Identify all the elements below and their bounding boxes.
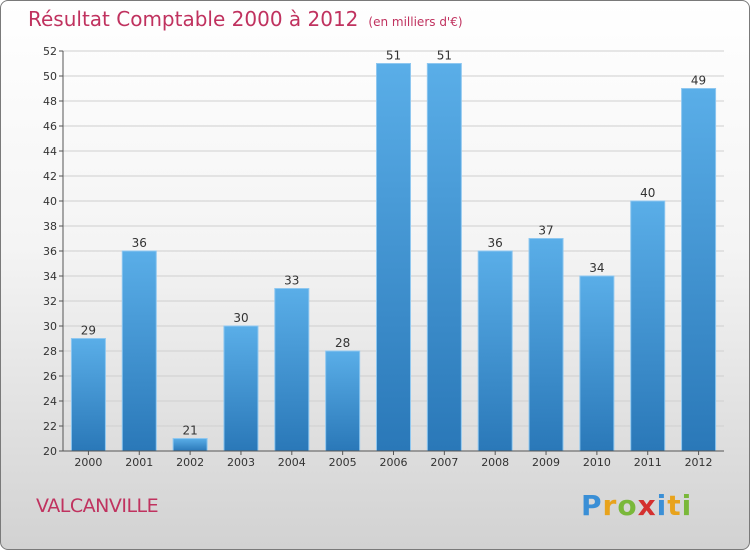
y-tick-label: 48 (43, 95, 57, 108)
y-tick-label: 52 (43, 45, 57, 58)
y-tick-label: 36 (43, 245, 57, 258)
y-tick-label: 50 (43, 70, 57, 83)
logo-letter: t (667, 489, 682, 522)
title-text: Résultat Comptable 2000 à 2012 (28, 7, 359, 31)
bar (172, 438, 208, 452)
logo-letter: x (637, 489, 657, 522)
logo-letter: r (602, 489, 618, 522)
data-label: 21 (182, 424, 197, 438)
logo-letter: o (617, 489, 638, 522)
data-label: 40 (640, 186, 655, 200)
x-tick-label: 2002 (176, 456, 204, 469)
data-label: 49 (691, 74, 706, 88)
x-tick-label: 2006 (380, 456, 408, 469)
bar (477, 250, 513, 452)
logo-letter: P (581, 489, 603, 522)
data-label: 30 (233, 311, 248, 325)
data-label: 29 (81, 324, 96, 338)
x-tick-label: 2008 (481, 456, 509, 469)
logo-letter: i (656, 489, 668, 522)
y-tick-label: 24 (43, 395, 57, 408)
x-tick-label: 2012 (685, 456, 713, 469)
bar (70, 338, 106, 452)
logo-letter: i (681, 489, 693, 522)
x-tick-label: 2000 (74, 456, 102, 469)
x-tick-label: 2003 (227, 456, 255, 469)
data-label: 36 (488, 236, 503, 250)
bar (426, 63, 462, 452)
data-label: 51 (437, 49, 452, 63)
y-tick-label: 26 (43, 370, 57, 383)
x-tick-label: 2007 (430, 456, 458, 469)
y-tick-label: 32 (43, 295, 57, 308)
y-tick-label: 20 (43, 445, 57, 458)
city-name: VALCANVILLE (36, 495, 159, 517)
data-label: 28 (335, 336, 350, 350)
bar (376, 63, 411, 452)
y-tick-label: 22 (43, 420, 57, 433)
x-tick-label: 2011 (634, 456, 662, 469)
x-tick-label: 2009 (532, 456, 560, 469)
data-label: 33 (284, 274, 299, 288)
x-tick-label: 2010 (583, 456, 611, 469)
data-label: 51 (386, 49, 401, 63)
y-tick-label: 38 (43, 220, 57, 233)
x-tick-label: 2005 (329, 456, 357, 469)
bar (630, 200, 666, 452)
data-label: 34 (589, 261, 604, 275)
y-tick-label: 44 (43, 145, 57, 158)
y-tick-label: 34 (43, 270, 57, 283)
bar (325, 350, 361, 452)
y-tick-label: 42 (43, 170, 57, 183)
bar (579, 275, 615, 452)
proxiti-logo: Proxiti (581, 489, 692, 522)
bar (528, 238, 564, 452)
bar (274, 288, 310, 452)
bar (121, 250, 157, 452)
x-tick-label: 2001 (125, 456, 153, 469)
y-tick-label: 28 (43, 345, 57, 358)
data-label: 37 (538, 224, 553, 238)
y-tick-label: 46 (43, 120, 57, 133)
chart-title: Résultat Comptable 2000 à 2012 (en millie… (28, 7, 463, 31)
title-unit: (en milliers d'€) (368, 15, 463, 29)
bar (223, 325, 259, 452)
bar (681, 88, 717, 452)
data-label: 36 (132, 236, 147, 250)
y-tick-label: 40 (43, 195, 57, 208)
y-tick-label: 30 (43, 320, 57, 333)
x-tick-label: 2004 (278, 456, 306, 469)
